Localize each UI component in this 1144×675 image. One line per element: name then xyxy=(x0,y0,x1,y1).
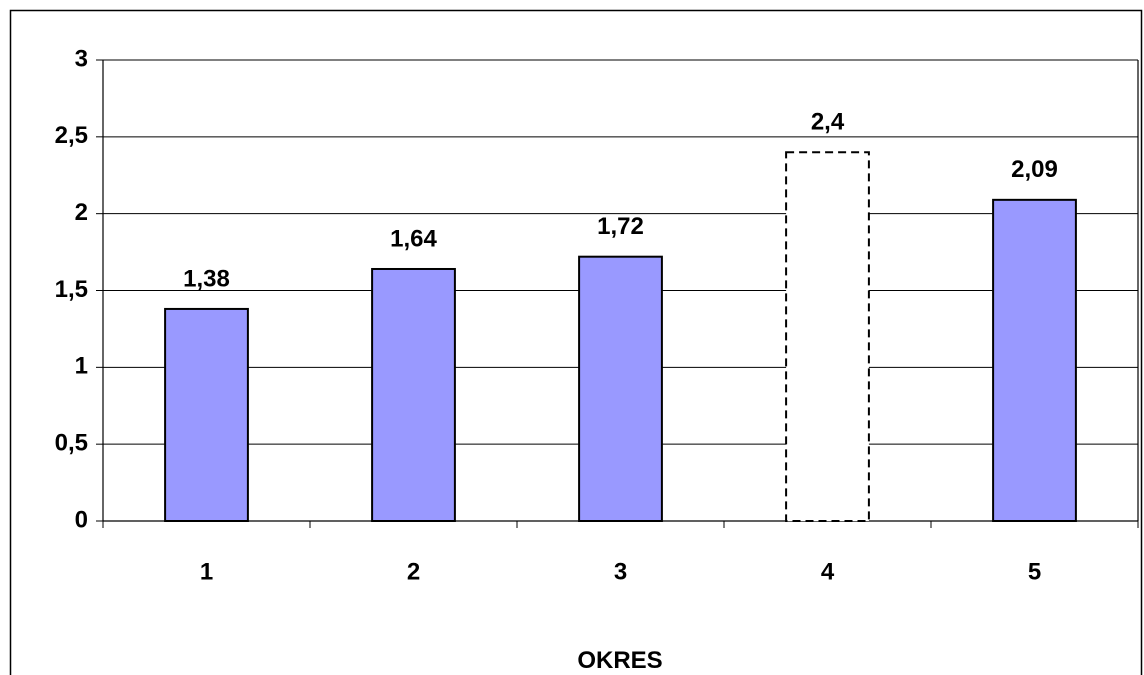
bar xyxy=(992,198,1077,522)
x-tick-label: 5 xyxy=(1028,558,1041,585)
value-label: 1,38 xyxy=(183,265,230,292)
y-tick-label: 0 xyxy=(75,506,88,533)
x-tick-label: 3 xyxy=(614,558,627,585)
x-tick-label: 4 xyxy=(821,558,835,585)
y-tick-label: 0,5 xyxy=(55,430,88,457)
y-tick-label: 1,5 xyxy=(55,276,88,303)
value-label: 2,4 xyxy=(811,109,845,136)
y-tick-label: 3 xyxy=(75,45,88,72)
x-tick-label: 2 xyxy=(407,558,420,585)
chart-frame xyxy=(9,9,1143,675)
bar xyxy=(785,151,870,522)
value-label: 2,09 xyxy=(1011,156,1058,183)
y-tick-label: 1 xyxy=(75,353,88,380)
x-axis-label: OKRES xyxy=(577,647,662,674)
bar xyxy=(371,267,456,522)
bar xyxy=(578,255,663,522)
bar xyxy=(164,307,249,522)
value-label: 1,72 xyxy=(597,213,644,240)
x-tick-label: 1 xyxy=(200,558,213,585)
y-tick-label: 2 xyxy=(75,199,88,226)
y-tick-label: 2,5 xyxy=(55,122,88,149)
value-label: 1,64 xyxy=(390,225,437,252)
